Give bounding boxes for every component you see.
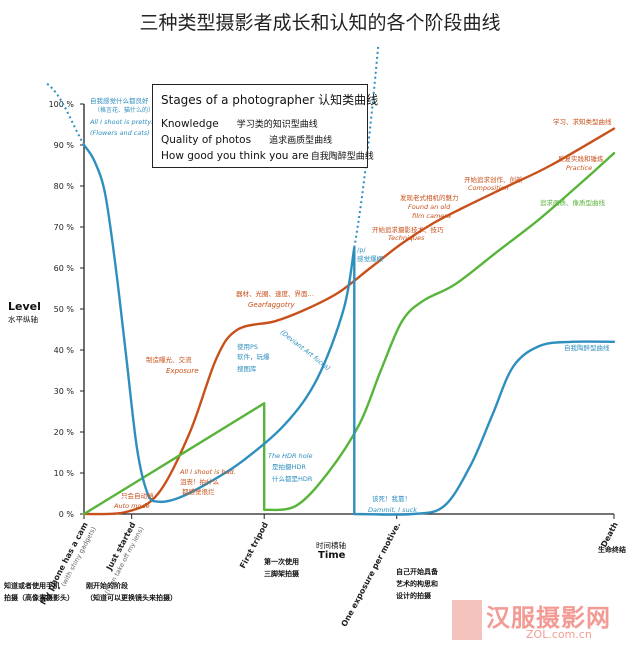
watermark-url: ZOL.com.cn — [526, 628, 592, 641]
milestone-caption-phone: 知道或者使用手机 拍摄（高像素摄影头） — [4, 580, 74, 604]
chart-annotation: 感觉爆棚 — [357, 254, 384, 263]
chart-annotation: Practice — [566, 164, 592, 172]
y-tick-label: 0 % — [59, 510, 75, 519]
chart-annotation: 软件，玩爆 — [237, 352, 270, 361]
chart-annotation: Exposure — [166, 367, 199, 375]
chart-annotation: film camera — [412, 212, 451, 220]
x-axis-title: Time — [318, 550, 346, 561]
chart-annotation: All I shoot is pretty. — [89, 118, 153, 126]
y-tick-label: 20 % — [54, 428, 75, 437]
milestone-caption-death: 生命终结 — [598, 544, 626, 556]
milestone-caption-exposure: 自己开始具备 艺术的构思和 设计的拍摄 — [396, 566, 438, 602]
y-tick-label: 50 % — [54, 305, 75, 314]
chart-annotation: /p/ — [357, 246, 366, 254]
legend-label: Knowledge — [161, 118, 219, 130]
chart-annotation: The HDR hole — [268, 452, 313, 460]
y-axis-title: Level — [8, 300, 41, 313]
legend-title: Stages of a photographer 认知类曲线 — [161, 93, 379, 107]
legend-item-quality: Quality of photos 追求画质型曲线 — [161, 133, 332, 146]
y-tick-label: 10 % — [54, 469, 75, 478]
legend-label: How good you think you are — [161, 150, 309, 162]
y-tick-label: 40 % — [54, 346, 75, 355]
y-tick-label: 30 % — [54, 387, 75, 396]
series-self-esteem-line — [82, 143, 616, 516]
caption-line: 自己开始具备 — [396, 568, 438, 576]
chart-annotation: 发现老式相机的魅力 — [400, 193, 459, 202]
chart-series — [46, 46, 616, 516]
chart-annotation: 什么都是HDR — [272, 474, 313, 483]
x-axis-title-cn: 时间横轴 — [316, 541, 346, 550]
chart-annotations: 自我感觉什么都良好（格言花、猫什么的） All I shoot is pretty… — [89, 96, 612, 514]
milestone-caption-just-started: 刚开始的阶段 （知道可以更换镜头来拍摄） — [86, 580, 177, 604]
chart-annotation: Auto mode — [113, 502, 150, 510]
chart-annotation: 自我陶醉型曲线 — [564, 343, 610, 352]
chart-annotation: Composition — [468, 184, 509, 192]
chart-annotation: 制造曝光、交流 — [146, 355, 192, 364]
watermark: 汉服摄影网 ZOL.com.cn — [452, 598, 638, 644]
series-self-esteem-overflow-top — [353, 46, 380, 248]
caption-line: 第一次使用 — [264, 558, 299, 566]
chart-annotation: 是拍摄HDR — [272, 462, 306, 471]
series-quality-line — [82, 152, 616, 516]
chart-annotation: Gearfaggotry — [248, 301, 295, 309]
legend-item-self-esteem: How good you think you are 自我陶醉型曲线 — [161, 149, 374, 162]
chart-annotation: 使用PS — [237, 342, 258, 351]
chart-annotation: 学习、求知类型曲线 — [553, 117, 612, 126]
chart-annotation: (Deviant Art fucks) — [279, 328, 332, 372]
x-tick-label-text: One exposure per motive. — [340, 521, 403, 629]
legend-item-knowledge: Knowledge 学习类的知识型曲线 — [161, 117, 318, 130]
chart-annotation: Dammit, I suck — [368, 506, 417, 514]
series-knowledge-line — [82, 127, 616, 516]
chart-annotation: 器材、光圈、速度、界面… — [236, 289, 314, 298]
x-tick-label: One exposure per motive. — [340, 521, 403, 629]
watermark-text: 汉服摄影网 — [486, 603, 611, 632]
series-self-esteem-overflow-left — [46, 82, 85, 146]
chart-annotation: Techniques — [388, 234, 425, 242]
caption-line: 拍摄（高像素摄影头） — [4, 594, 74, 602]
caption-line: 设计的拍摄 — [396, 592, 431, 600]
legend-label-cn: 自我陶醉型曲线 — [310, 152, 374, 162]
watermark-seal-icon — [452, 600, 482, 640]
caption-line: 生命终结 — [598, 546, 626, 554]
caption-line: （知道可以更换镜头来拍摄） — [86, 594, 177, 602]
chart-annotation: 反复实践和锤炼 — [558, 154, 604, 163]
caption-line: 艺术的构思和 — [396, 580, 438, 588]
chart-annotation: All I shoot is bad. — [179, 468, 236, 476]
y-axis-title-cn: 水平纵轴 — [8, 315, 38, 324]
chart-annotation: 开始追求创作、创新 — [464, 175, 523, 184]
caption-line: 三脚架拍摄 — [264, 570, 299, 578]
chart-annotation: 自我感觉什么都良好 — [90, 96, 149, 105]
legend-label: Quality of photos — [161, 134, 252, 146]
chart-annotation: 追求画质、像质型曲线 — [540, 198, 606, 207]
chart-annotation: 搜图库 — [237, 364, 257, 373]
y-tick-label: 100 % — [49, 100, 75, 109]
caption-line: 知道或者使用手机 — [4, 582, 60, 590]
y-tick-label: 90 % — [54, 141, 75, 150]
legend-label-cn: 学习类的知识型曲线 — [236, 120, 318, 130]
caption-line: 刚开始的阶段 — [86, 582, 128, 590]
chart-annotation: Found an old — [408, 203, 451, 211]
y-tick-label: 60 % — [54, 264, 75, 273]
chart-annotation: 只会自动挡 — [121, 491, 154, 500]
legend-label-cn: 追求画质型曲线 — [269, 136, 333, 146]
page-title: 三种类型摄影者成长和认知的各个阶段曲线 — [139, 12, 501, 34]
y-tick-label: 70 % — [54, 223, 75, 232]
annotation-rotated: (Deviant Art fucks) — [279, 328, 332, 372]
y-tick-label: 80 % — [54, 182, 75, 191]
chart-annotation: 开始追求摄影技术、技巧 — [372, 225, 444, 234]
chart-annotation: （格言花、猫什么的） — [94, 106, 154, 114]
chart-annotation: (Flowers and cats) — [90, 129, 150, 137]
chart-annotation: 该死！我靠！ — [372, 494, 411, 503]
chart-annotation: 都感觉很烂 — [182, 487, 215, 496]
legend: Stages of a photographer 认知类曲线 Knowledge… — [152, 84, 378, 168]
milestone-caption-tripod: 第一次使用 三脚架拍摄 — [264, 556, 299, 580]
chart-annotation: 沮丧！拍什么 — [180, 477, 220, 486]
